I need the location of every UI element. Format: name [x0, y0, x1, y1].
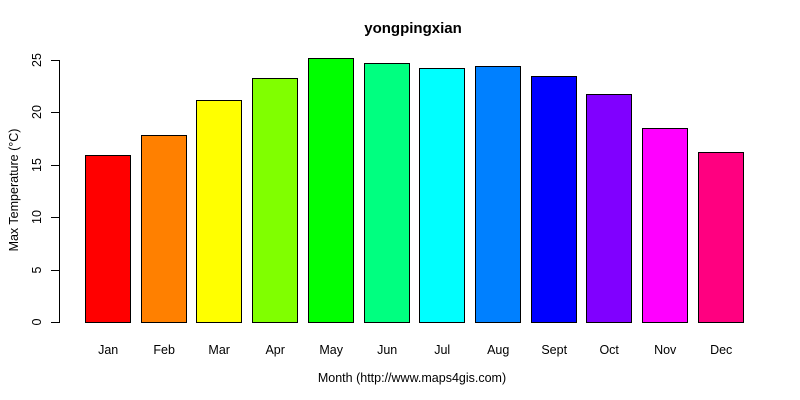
bar-may	[308, 58, 354, 323]
y-tick	[51, 322, 59, 323]
y-tick-label: 20	[30, 105, 44, 119]
y-tick	[51, 269, 59, 271]
y-tick-label: 5	[30, 266, 44, 273]
chart-title: yongpingxian	[364, 20, 462, 37]
x-tick-label: Mar	[208, 343, 230, 357]
y-tick-label: 0	[30, 318, 44, 326]
x-tick-label: Jun	[377, 343, 398, 357]
x-tick-label: May	[319, 343, 343, 357]
bar-mar	[196, 100, 242, 323]
bar-jan	[85, 155, 131, 323]
bar-feb	[141, 135, 187, 323]
bar-apr	[252, 78, 298, 323]
bar-oct	[586, 94, 632, 323]
y-tick-label: 25	[30, 52, 44, 67]
x-tick-label: Sept	[541, 343, 568, 357]
y-tick	[51, 217, 59, 218]
y-tick	[51, 164, 59, 166]
bar-sept	[531, 76, 577, 323]
x-axis-caption: Month (http://www.maps4gis.com)	[317, 371, 507, 385]
bar-jul	[419, 68, 465, 323]
y-tick	[51, 112, 59, 113]
y-tick-label: 10	[30, 210, 44, 224]
bar-jun	[364, 63, 410, 323]
x-tick-label: Apr	[265, 343, 285, 357]
x-tick-label: Aug	[487, 343, 510, 357]
x-tick-label: Dec	[710, 343, 733, 357]
bar-dec	[698, 152, 744, 323]
bar-aug	[475, 66, 521, 323]
y-tick-label: 15	[30, 157, 44, 172]
x-tick-label: Jan	[98, 343, 119, 357]
x-tick-label: Feb	[153, 343, 175, 357]
x-tick-label: Oct	[599, 343, 619, 357]
bar-nov	[642, 128, 688, 323]
x-tick-label: Nov	[654, 343, 677, 357]
y-axis-line	[59, 59, 60, 323]
y-tick	[51, 59, 59, 61]
y-axis-title: Max Temperature (°C)	[7, 128, 21, 252]
x-tick-label: Jul	[434, 343, 451, 357]
